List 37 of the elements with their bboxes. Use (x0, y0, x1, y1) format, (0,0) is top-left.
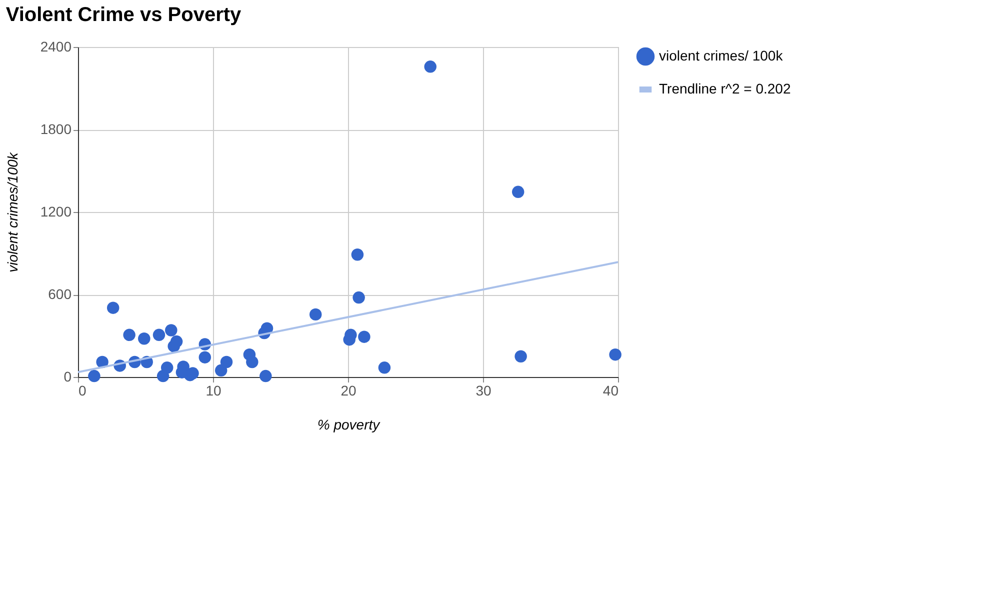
y-tick-label: 0 (64, 368, 72, 384)
point (609, 348, 622, 361)
x-tick-label: 0 (78, 382, 86, 398)
y-tick-label: 1200 (40, 204, 72, 220)
x-tick-label: 20 (340, 382, 356, 398)
point (220, 356, 233, 368)
legend-label: Trendline r^2 = 0.202 (659, 80, 791, 96)
point (378, 362, 391, 374)
y-tick-label: 2400 (40, 38, 72, 54)
point (514, 350, 527, 362)
point (106, 302, 120, 314)
point (198, 351, 212, 364)
x-tick-label: 30 (476, 382, 492, 398)
point (246, 356, 258, 368)
x-tick-label: 40 (602, 382, 619, 398)
x-axis-title: % poverty (317, 416, 381, 432)
legend-label: violent crimes/ 100k (659, 48, 784, 64)
point (352, 291, 365, 304)
point (96, 356, 108, 368)
chart-title: Violent Crime vs Poverty (6, 4, 242, 26)
y-tick-label: 600 (48, 286, 72, 302)
point (152, 328, 166, 342)
point (358, 330, 370, 343)
point (165, 324, 178, 336)
point (351, 248, 364, 261)
point (260, 370, 272, 382)
point (88, 370, 100, 382)
y-tick-label: 1800 (40, 121, 72, 137)
point (512, 186, 524, 198)
x-tick-label: 10 (206, 382, 222, 398)
y-axis-title: violent crimes/100k (4, 152, 20, 272)
point (309, 308, 322, 321)
point (424, 60, 436, 73)
point (138, 332, 150, 345)
point (123, 328, 136, 342)
point (160, 362, 174, 374)
point (170, 335, 183, 348)
